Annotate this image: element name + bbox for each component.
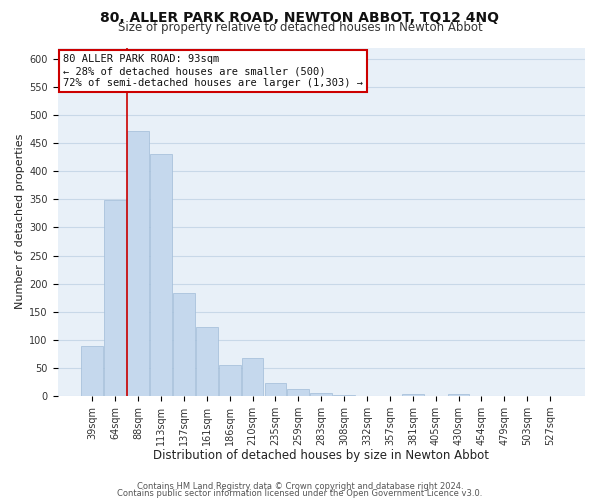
- Text: Size of property relative to detached houses in Newton Abbot: Size of property relative to detached ho…: [118, 21, 482, 34]
- Bar: [82, 346, 103, 396]
- Bar: [242, 358, 263, 396]
- Bar: [127, 130, 149, 396]
- X-axis label: Distribution of detached houses by size in Newton Abbot: Distribution of detached houses by size …: [153, 450, 489, 462]
- Bar: [448, 394, 469, 396]
- Bar: [196, 327, 218, 396]
- Text: 80, ALLER PARK ROAD, NEWTON ABBOT, TQ12 4NQ: 80, ALLER PARK ROAD, NEWTON ABBOT, TQ12 …: [101, 11, 499, 25]
- Text: 80 ALLER PARK ROAD: 93sqm
← 28% of detached houses are smaller (500)
72% of semi: 80 ALLER PARK ROAD: 93sqm ← 28% of detac…: [63, 54, 363, 88]
- Bar: [219, 365, 241, 396]
- Text: Contains public sector information licensed under the Open Government Licence v3: Contains public sector information licen…: [118, 490, 482, 498]
- Text: Contains HM Land Registry data © Crown copyright and database right 2024.: Contains HM Land Registry data © Crown c…: [137, 482, 463, 491]
- Bar: [173, 293, 195, 396]
- Bar: [310, 392, 332, 396]
- Y-axis label: Number of detached properties: Number of detached properties: [15, 134, 25, 310]
- Bar: [104, 200, 126, 396]
- Bar: [333, 395, 355, 396]
- Bar: [265, 383, 286, 396]
- Bar: [402, 394, 424, 396]
- Bar: [150, 154, 172, 396]
- Bar: [287, 390, 309, 396]
